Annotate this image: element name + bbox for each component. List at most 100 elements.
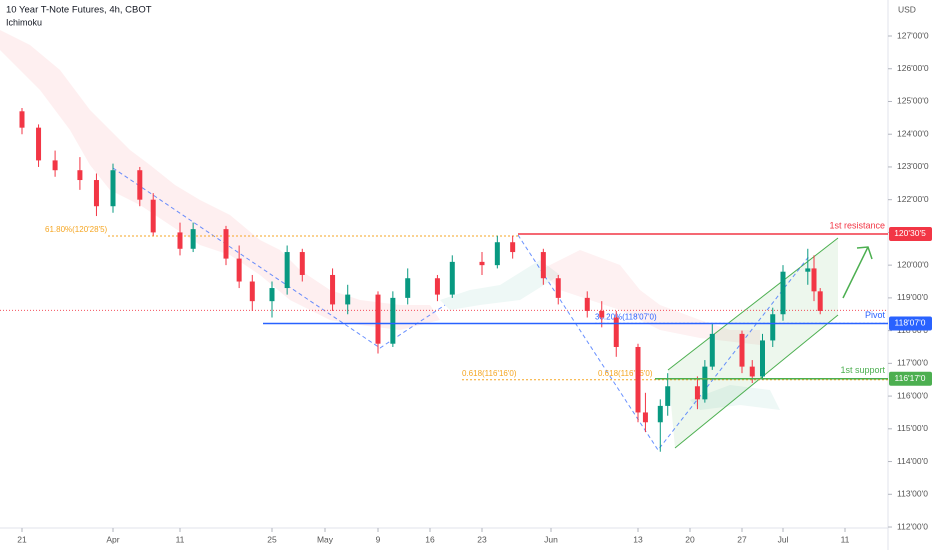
candle-body xyxy=(405,278,411,298)
candle-body xyxy=(613,317,619,347)
candle-body xyxy=(479,261,485,266)
level-name: Pivot xyxy=(865,310,886,320)
candle-body xyxy=(137,170,143,200)
candle-body xyxy=(284,252,290,289)
candle-body xyxy=(390,297,396,344)
candle-body xyxy=(540,252,546,279)
candle-body xyxy=(345,294,351,305)
y-tick-label: 113'00'0 xyxy=(897,489,928,499)
y-tick-label: 126'00'0 xyxy=(897,63,929,73)
trend-line xyxy=(112,167,446,349)
candle-body xyxy=(330,274,336,305)
candle-body xyxy=(657,405,663,423)
candle-body xyxy=(299,252,305,275)
candle-body xyxy=(760,340,765,377)
candle-body xyxy=(236,258,242,282)
ichimoku-cloud xyxy=(540,250,760,345)
chart-title: 10 Year T-Note Futures, 4h, CBOT xyxy=(6,5,152,16)
fib-label: 0.618(116'16'0) xyxy=(462,369,517,378)
arrow-head xyxy=(856,246,873,260)
channel-line xyxy=(674,314,839,449)
y-tick-label: 112'00'0 xyxy=(897,521,928,531)
x-tick-label: Jul xyxy=(778,534,789,544)
y-tick-label: 117'00'0 xyxy=(897,358,928,368)
y-tick-label: 116'00'0 xyxy=(897,390,928,400)
y-tick-label: 123'00'0 xyxy=(897,161,929,171)
channel xyxy=(668,238,838,448)
candle-body xyxy=(739,333,745,367)
candle-body xyxy=(190,229,196,249)
x-tick-label: 13 xyxy=(633,534,643,544)
x-tick-label: Jun xyxy=(544,534,558,544)
x-tick-label: 16 xyxy=(425,534,435,544)
x-tick-label: 25 xyxy=(267,534,277,544)
candle-body xyxy=(494,242,500,266)
candle-body xyxy=(694,386,700,400)
candle-body xyxy=(36,127,42,161)
candle-body xyxy=(93,180,99,207)
candle-body xyxy=(770,314,776,341)
candle-body xyxy=(77,170,83,181)
candle-body xyxy=(811,268,817,292)
candle-body xyxy=(805,268,811,272)
candle-body xyxy=(584,297,590,311)
candle-body xyxy=(642,412,648,423)
candle-body xyxy=(19,111,25,128)
ichimoku-cloud xyxy=(690,385,780,410)
x-tick-label: 11 xyxy=(176,534,185,544)
candle-body xyxy=(249,281,255,302)
candle-body xyxy=(665,386,671,406)
candle-body xyxy=(780,271,786,315)
channel-line xyxy=(667,237,839,371)
level-name: 1st support xyxy=(840,365,885,375)
x-tick-label: 23 xyxy=(477,534,487,544)
y-tick-label: 115'00'0 xyxy=(897,423,928,433)
fib-label: 61.80%(120'28'5) xyxy=(45,225,108,234)
y-tick-label: 122'00'0 xyxy=(897,194,929,204)
candle-body xyxy=(599,310,605,318)
candle-body xyxy=(177,232,183,249)
fib-label: 0.618(116'16'0) xyxy=(598,369,653,378)
y-tick-label: 124'00'0 xyxy=(897,128,929,138)
x-tick-label: 9 xyxy=(376,534,381,544)
candle-body xyxy=(510,242,516,253)
y-tick-label: 114'00'0 xyxy=(897,456,928,466)
indicator-label: Ichimoku xyxy=(6,17,42,27)
candle-body xyxy=(223,229,229,259)
price-tag xyxy=(889,226,932,241)
ichimoku-cloud xyxy=(440,260,560,310)
price-tag xyxy=(889,371,932,386)
x-tick-label: 27 xyxy=(737,534,747,544)
price-tag-label: 118'07'0 xyxy=(895,318,926,328)
y-unit: USD xyxy=(898,4,916,14)
fib-label: 38.20%(118'07'0) xyxy=(595,313,657,322)
candle-body xyxy=(150,199,156,233)
candle-body xyxy=(434,278,440,295)
y-tick-label: 120'00'0 xyxy=(897,259,929,269)
x-tick-label: 20 xyxy=(685,534,695,544)
candle-body xyxy=(269,288,275,302)
candle-body xyxy=(52,160,58,171)
candle-body xyxy=(110,170,116,207)
marks: 112'00'0 113'00'0 114'00'0 115'00'0 116'00'0… xyxy=(0,30,932,544)
y-tick-label: 125'00'0 xyxy=(897,96,929,106)
arrow xyxy=(842,246,869,299)
x-tick-label: 11 xyxy=(841,534,850,544)
candle-body xyxy=(709,333,715,367)
candle-body xyxy=(817,291,823,311)
trend-line xyxy=(517,234,811,451)
x-tick-label: Apr xyxy=(106,534,119,544)
candle-body xyxy=(635,346,641,413)
x-tick-label: May xyxy=(317,534,334,544)
y-tick-label: 127'00'0 xyxy=(897,30,929,40)
price-tag-label: 120'30'5 xyxy=(894,228,926,238)
candle-body xyxy=(749,366,755,377)
x-tick-label: 21 xyxy=(17,534,27,544)
candle-body xyxy=(375,294,381,344)
candle-body xyxy=(555,278,561,298)
price-tag xyxy=(889,316,932,331)
y-tick-label: 119'00'0 xyxy=(897,292,928,302)
